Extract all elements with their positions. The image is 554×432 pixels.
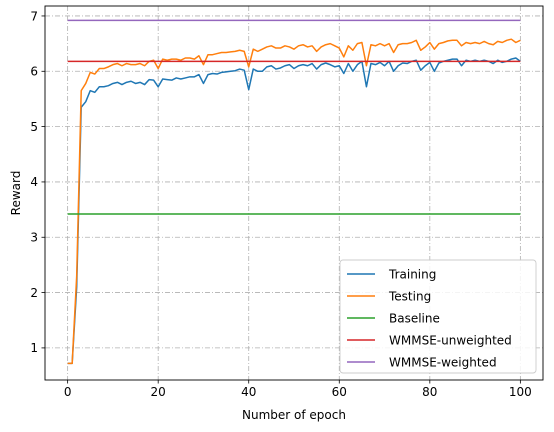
y-tick-label: 2: [30, 286, 38, 300]
legend: Training Testing Baseline WMMSE-unweighted W…: [340, 260, 536, 373]
x-tick-label: 0: [64, 385, 72, 399]
x-tick-label: 60: [332, 385, 347, 399]
legend-label-testing: Testing: [388, 289, 431, 303]
x-tick-label: 20: [151, 385, 166, 399]
y-tick-label: 5: [30, 120, 38, 134]
legend-label-training: Training: [388, 267, 436, 281]
y-axis-label: Reward: [9, 171, 23, 216]
y-tick-label: 6: [30, 65, 38, 79]
legend-label-baseline: Baseline: [389, 311, 440, 325]
x-axis-label: Number of epoch: [242, 408, 346, 422]
legend-label-wmmse-weighted: WMMSE-weighted: [389, 355, 497, 369]
legend-label-wmmse-unweighted: WMMSE-unweighted: [389, 333, 512, 347]
x-tick-label: 100: [509, 385, 532, 399]
y-tick-label: 1: [30, 341, 38, 355]
y-tick-label: 4: [30, 175, 38, 189]
x-tick-label: 40: [241, 385, 256, 399]
x-tick-label: 80: [422, 385, 437, 399]
y-tick-label: 3: [30, 231, 38, 245]
y-tick-label: 7: [30, 9, 38, 23]
